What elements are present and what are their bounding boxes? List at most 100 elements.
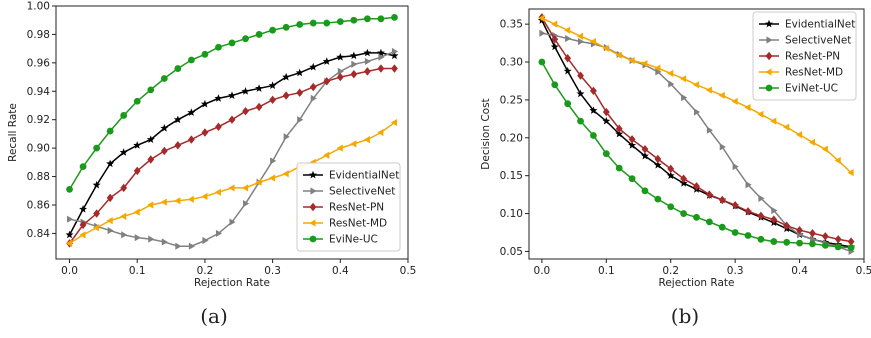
series-evine-uc [66, 13, 398, 193]
data-point [336, 18, 344, 26]
legend-label: EviNet-UC [785, 83, 838, 95]
legend-marker [765, 19, 773, 28]
data-point [107, 226, 114, 235]
data-point [93, 144, 101, 152]
data-point [718, 223, 726, 231]
x-tick-label: 0.2 [197, 265, 214, 277]
x-tick-label: 0.5 [856, 265, 871, 277]
data-point [187, 108, 196, 116]
data-point [350, 70, 358, 79]
data-point [120, 212, 127, 220]
legend-marker [765, 51, 773, 61]
data-point [680, 174, 688, 183]
data-point [93, 209, 101, 218]
series-evinet-uc [538, 58, 855, 252]
data-point [705, 218, 713, 226]
data-point [79, 231, 86, 239]
data-point [255, 84, 264, 92]
legend: EvidentialNet SelectiveNet ResNet-PN ResNet… [752, 11, 857, 101]
data-point [309, 62, 318, 71]
legend-marker [309, 235, 317, 243]
y-tick-label: 0.90 [27, 143, 50, 155]
data-point [65, 230, 74, 239]
data-point [242, 106, 249, 116]
data-point [564, 100, 572, 108]
data-point [363, 48, 372, 57]
data-point [641, 187, 649, 195]
data-point [134, 234, 141, 242]
data-point [147, 201, 154, 209]
x-tick-label: 0.0 [534, 265, 551, 277]
data-point [539, 29, 546, 37]
data-point [309, 19, 317, 27]
data-point [615, 129, 624, 138]
data-point [744, 103, 751, 112]
data-point [731, 97, 738, 106]
data-point [323, 77, 331, 86]
data-point [295, 68, 304, 77]
data-point [667, 69, 674, 77]
data-point [228, 39, 236, 47]
y-tick-label: 0.10 [500, 208, 523, 220]
data-point [364, 57, 371, 66]
data-point [706, 126, 713, 134]
data-point [654, 154, 662, 164]
data-point [67, 215, 74, 223]
legend-label: ResNet-MD [785, 67, 843, 79]
data-point [297, 116, 304, 124]
data-point [654, 64, 661, 72]
data-point [550, 42, 559, 51]
data-point [106, 217, 113, 225]
data-point [133, 141, 142, 149]
data-point [577, 71, 584, 80]
data-point [551, 20, 558, 28]
data-point [771, 206, 778, 215]
x-tick-label: 0.1 [598, 265, 615, 277]
legend-label: SelectiveNet [329, 186, 395, 198]
data-point [390, 118, 397, 127]
legend-box [752, 11, 857, 101]
data-point [731, 229, 739, 236]
data-point [214, 94, 223, 102]
y-axis-label: Recall Rate [7, 103, 19, 162]
y-tick-label: 0.98 [27, 29, 50, 41]
data-point [187, 135, 195, 144]
data-point [667, 203, 675, 211]
data-point [377, 128, 384, 137]
data-point [628, 141, 637, 149]
data-point [732, 162, 739, 171]
x-tick-label: 0.3 [264, 265, 281, 277]
data-point [590, 132, 597, 139]
data-point [133, 166, 141, 176]
data-point [200, 99, 209, 108]
data-point [668, 80, 675, 88]
data-point [602, 150, 610, 158]
data-point [564, 26, 571, 34]
data-point [188, 242, 195, 250]
data-point [744, 207, 752, 216]
x-axis-label: Rejection Rate [194, 277, 270, 289]
plot-frame [528, 8, 865, 260]
data-point [770, 238, 778, 245]
data-point [757, 110, 764, 118]
data-point [228, 91, 236, 99]
data-point [577, 117, 584, 125]
data-point [268, 81, 277, 89]
data-point [538, 58, 546, 66]
data-point [563, 66, 572, 75]
data-point [92, 180, 101, 189]
data-point [255, 178, 262, 186]
data-point [783, 123, 790, 131]
data-point [351, 60, 358, 68]
legend-marker [765, 84, 773, 92]
plot-frame [55, 5, 409, 260]
data-point [391, 13, 398, 21]
data-point [640, 151, 649, 160]
data-point [242, 35, 249, 43]
data-point [628, 56, 635, 65]
data-point [160, 75, 168, 82]
data-point [269, 174, 276, 182]
legend-marker [766, 36, 773, 44]
decision-cost-chart: 0.0 0.1 0.2 0.3 0.4 0.5 0.05 0.10 0.15 0.20 0.25 0.… [480, 8, 871, 289]
data-point [783, 221, 791, 230]
